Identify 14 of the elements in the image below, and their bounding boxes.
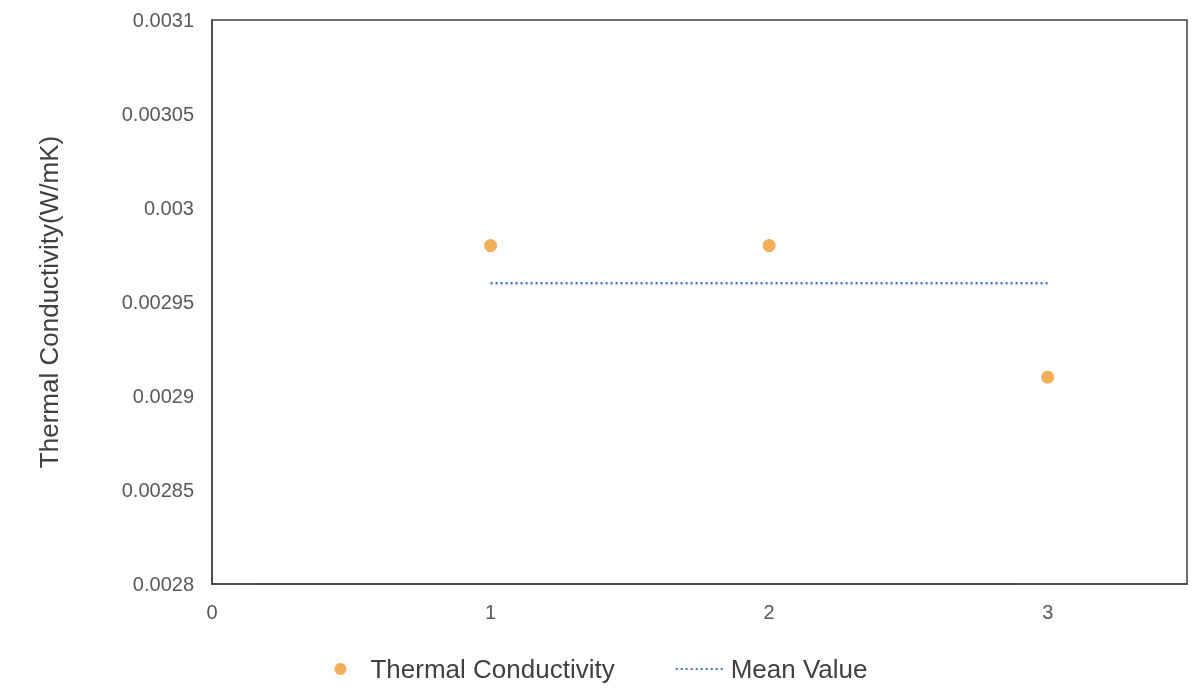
y-tick-label: 0.00305 xyxy=(121,103,194,125)
x-tick-label: 0 xyxy=(206,601,218,623)
x-tick-label: 1 xyxy=(485,601,497,623)
y-tick-label: 0.003 xyxy=(143,197,194,219)
x-tick-label: 2 xyxy=(763,601,775,623)
y-axis-title: Thermal Conductivity(W/mK) xyxy=(34,135,64,469)
x-tick-label: 3 xyxy=(1042,601,1054,623)
y-tick-label: 0.00285 xyxy=(121,479,194,501)
legend-label: Thermal Conductivity xyxy=(370,654,615,684)
y-tick-label: 0.0029 xyxy=(132,385,194,407)
y-tick-label: 0.0031 xyxy=(132,9,194,31)
y-tick-label: 0.00295 xyxy=(121,291,194,313)
legend-label: Mean Value xyxy=(730,654,868,684)
y-tick-label: 0.0028 xyxy=(132,573,194,595)
